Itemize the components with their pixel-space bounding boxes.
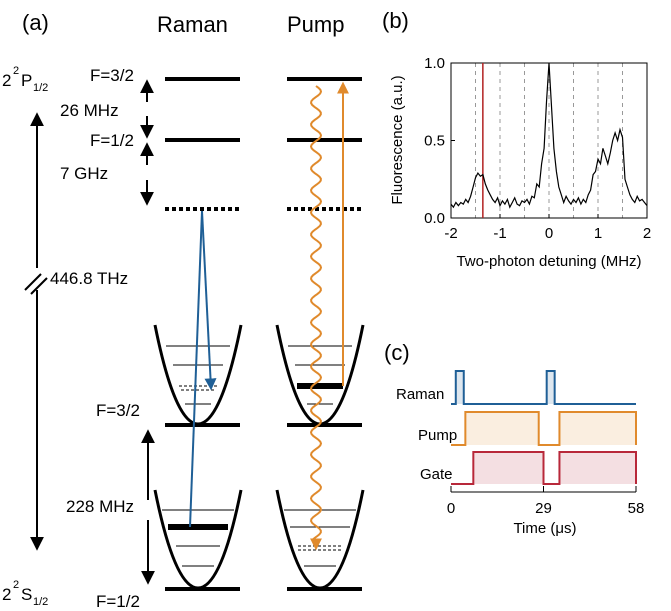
optical-frequency-label: 446.8 THz — [50, 269, 128, 288]
timing-traces — [451, 370, 637, 485]
f12-ground-label: F=1/2 — [96, 592, 140, 611]
spectrum-y-ticks: 0.0 0.5 1.0 — [424, 55, 455, 227]
gate-pulse-fill — [473, 452, 544, 484]
spectrum-y-axis-label: Fluorescence (a.u.) — [389, 75, 406, 204]
spectrum-x-axis-label: Two-photon detuning (MHz) — [456, 253, 641, 270]
axis-break-mark-1 — [24, 273, 42, 291]
raman-row-label: Raman — [396, 386, 444, 403]
p-state-n: 2 — [2, 71, 11, 90]
panel-a-label: (a) — [22, 10, 49, 35]
spectrum-x-ticks: -2 -1 0 1 2 — [444, 214, 651, 242]
spectrum-y-tick-label: 1.0 — [424, 55, 445, 72]
p-state-sub: 1/2 — [33, 82, 48, 94]
spectrum-grid — [475, 63, 623, 218]
ground-splitting-label: 228 MHz — [66, 497, 134, 516]
f32-ground-label: F=3/2 — [96, 401, 140, 420]
raman-trace — [451, 370, 636, 405]
spectrum-y-tick-label: 0.5 — [424, 133, 445, 150]
s-state-letter: S — [21, 585, 32, 604]
p-state-label: 2 2 P 1/2 — [2, 65, 48, 94]
panel-a-level-diagram: (a) Raman Pump 2 2 P 1/2 2 2 S 1/2 446.8… — [2, 10, 365, 611]
spectrum-series — [450, 62, 648, 209]
raman-lower-trap — [153, 489, 243, 591]
excited-splitting-label: 26 MHz — [60, 101, 119, 120]
panel-b-spectrum: (b) -2 -1 0 1 2 0.0 0.5 1.0 Two-photon detunin… — [382, 8, 651, 270]
spectrum-x-tick-label: 1 — [594, 225, 602, 242]
gate-trace — [451, 451, 637, 485]
f32-excited-label: F=3/2 — [90, 66, 134, 85]
p-state-sup: 2 — [13, 65, 19, 77]
raman-column-title: Raman — [157, 12, 228, 37]
timing-x-axis-label: Time (μs) — [513, 520, 576, 537]
panel-b-label: (b) — [382, 8, 409, 33]
panel-c-timing: (c) Raman Pump Gate 0 29 58 Time (μs) — [384, 340, 644, 537]
pump-pulse-fill — [559, 412, 636, 445]
axis-break-mark-2 — [30, 277, 48, 295]
spectrum-x-tick-label: 0 — [545, 225, 553, 242]
gate-pulse-fill — [559, 452, 636, 484]
s-state-n: 2 — [2, 585, 11, 604]
pump-row-label: Pump — [418, 427, 457, 444]
panel-c-label: (c) — [384, 340, 410, 365]
spectrum-y-tick-label: 0.0 — [424, 210, 445, 227]
timing-x-tick-label: 29 — [535, 500, 552, 517]
raman-up-line — [189, 210, 203, 528]
spectrum-x-tick-label: -2 — [444, 225, 457, 242]
pump-decay-wave — [309, 85, 323, 541]
raman-pulse-fill — [546, 371, 555, 404]
spectrum-x-tick-label: 2 — [643, 225, 651, 242]
pump-lower-trap — [275, 489, 365, 591]
raman-pulse-fill — [455, 371, 464, 404]
s-state-sub: 1/2 — [33, 596, 48, 608]
s-state-label: 2 2 S 1/2 — [2, 579, 48, 608]
f12-excited-label: F=1/2 — [90, 131, 134, 150]
pump-trace — [451, 411, 637, 446]
raman-down-arrow — [201, 210, 217, 391]
detuning-label: 7 GHz — [60, 164, 108, 183]
gate-row-label: Gate — [420, 466, 453, 483]
timing-x-ticks: 0 29 58 — [447, 486, 645, 517]
timing-x-tick-label: 0 — [447, 500, 455, 517]
p-state-letter: P — [21, 71, 32, 90]
s-state-sup: 2 — [13, 579, 19, 591]
pump-column-title: Pump — [287, 12, 344, 37]
pump-pulse-fill — [465, 412, 539, 445]
timing-x-tick-label: 58 — [628, 500, 645, 517]
spectrum-x-tick-label: -1 — [493, 225, 506, 242]
